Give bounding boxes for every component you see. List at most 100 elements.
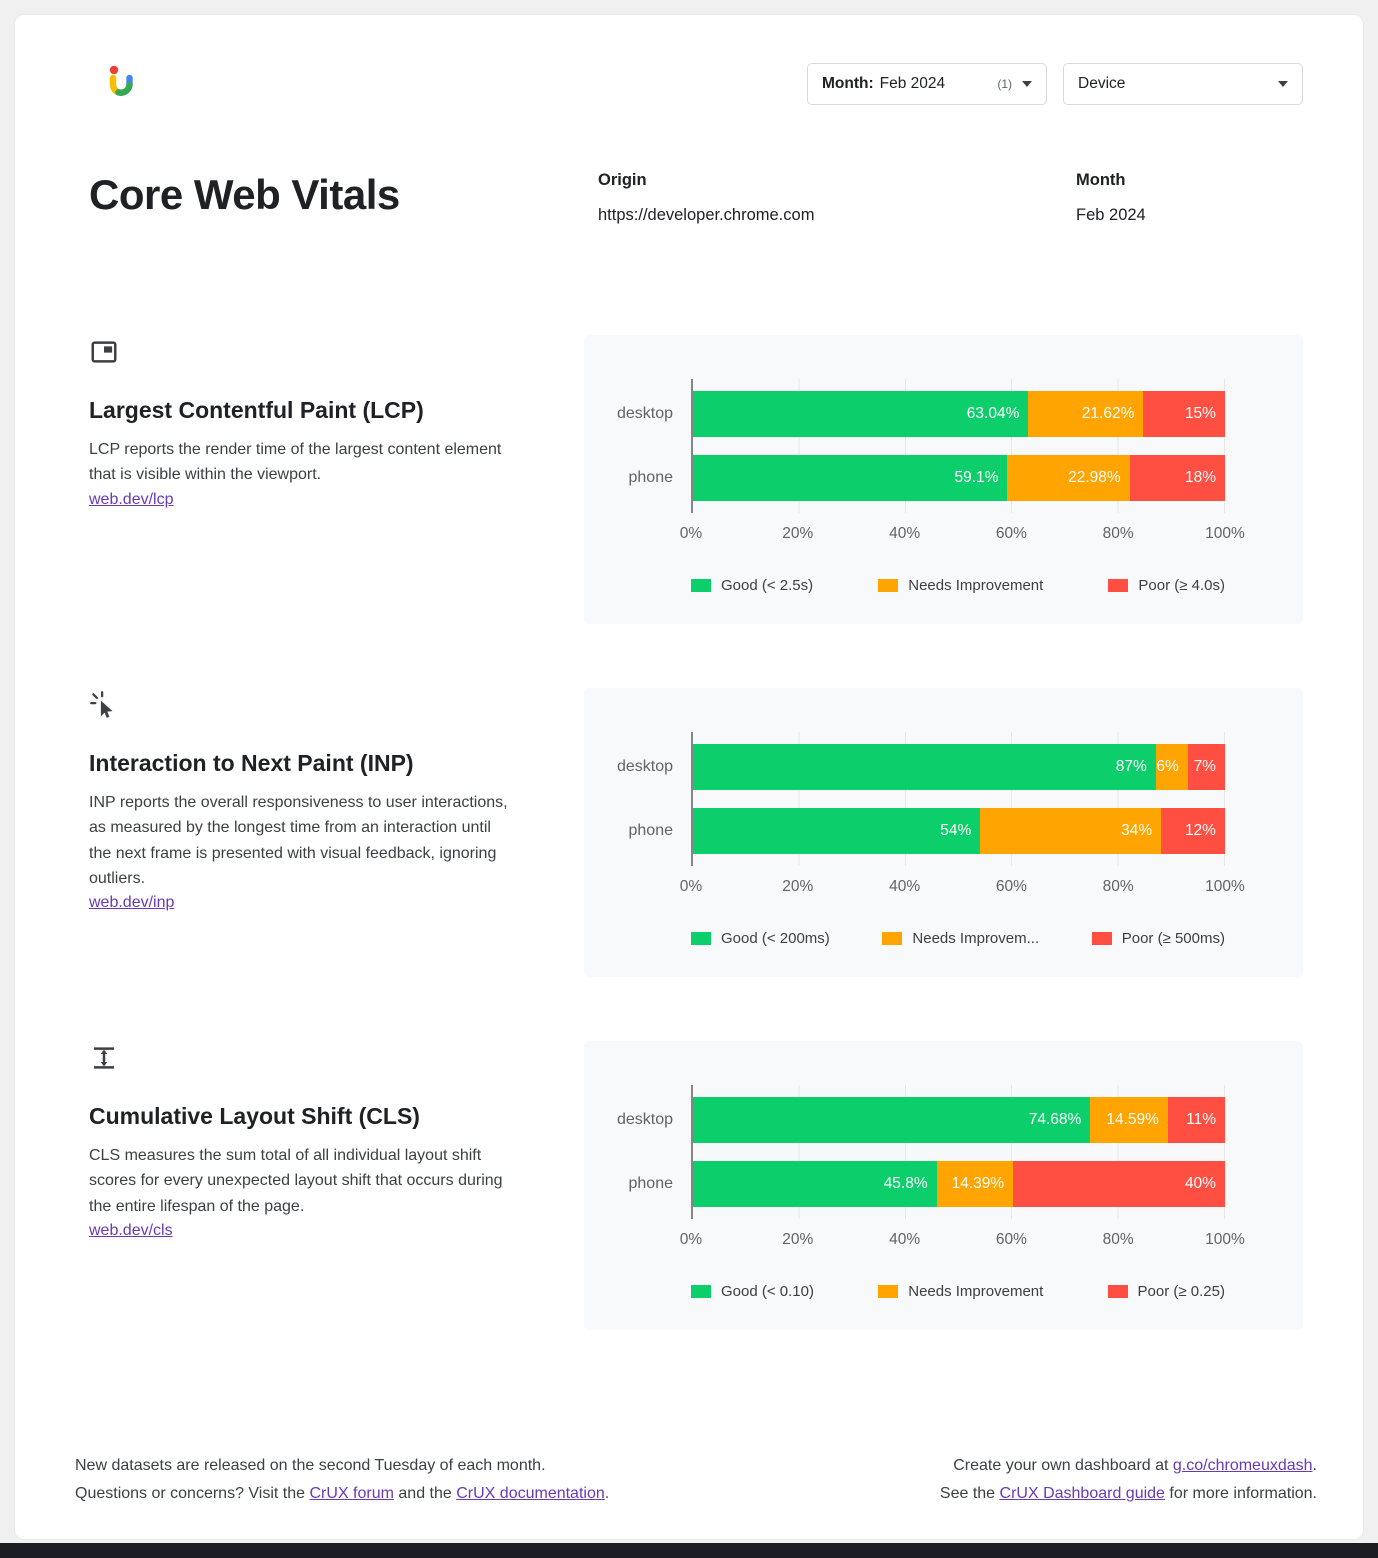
legend-item: Poor (≥ 500ms) [1091,930,1225,947]
chevron-down-icon [1278,81,1288,87]
inp-link[interactable]: web.dev/inp [89,894,175,912]
bar-segment: 6% [1155,744,1188,790]
metric-description: CLS measures the sum total of all indivi… [89,1147,503,1215]
crux-documentation-link[interactable]: CrUX documentation [456,1485,605,1502]
y-axis-label-phone: phone [628,469,674,486]
crux-logo-icon [103,63,139,99]
bar-segment: 21.62% [1028,391,1144,437]
x-axis-tick: 20% [782,878,814,895]
bar-row-desktop: 87% 6% 7% [693,744,1225,790]
inp-icon [89,690,119,720]
legend-swatch [691,1285,711,1298]
inp-info: Interaction to Next Paint (INP) INP repo… [89,688,509,977]
month-filter-dropdown[interactable]: Month: Feb 2024 (1) [807,63,1047,105]
bar-value-label: 54% [940,822,972,839]
cls-icon [89,1043,119,1073]
x-axis-tick: 60% [995,1231,1027,1248]
lcp-link[interactable]: web.dev/lcp [89,490,174,508]
legend-swatch [1091,932,1112,945]
legend-item: Needs Improvem... [882,930,1039,947]
legend-label: Needs Improvement [908,577,1044,594]
month-filter-count: (1) [997,77,1012,91]
x-axis-tick: 60% [995,525,1027,542]
cls-chart: desktop phone 74.68% 14.59% 11% 45.8% 14.39% 4… [584,1041,1303,1330]
legend-item: Needs Improvement [878,1283,1043,1300]
month-filter-label: Month: [822,75,874,92]
bar-value-label: 45.8% [883,1175,928,1192]
section-inp: Interaction to Next Paint (INP) INP repo… [89,688,1303,977]
x-axis-tick: 100% [1205,525,1245,542]
crux-forum-link[interactable]: CrUX forum [309,1485,394,1502]
x-axis-tick: 100% [1205,878,1245,895]
x-axis-tick: 80% [1102,878,1134,895]
bar-value-label: 7% [1193,758,1216,775]
x-axis: 0% 20% 40% 60% 80% 100% [680,878,1245,900]
y-axis: desktop phone [608,732,691,866]
bar-segment: 15% [1143,391,1225,437]
device-filter-label: Device [1078,75,1126,92]
x-axis-tick: 40% [889,1231,921,1248]
legend-item: Good (< 0.10) [691,1283,814,1300]
legend-swatch [691,579,711,592]
bar-segment: 34% [980,808,1162,854]
y-axis-label-phone: phone [628,822,674,839]
x-axis-tick: 80% [1102,525,1134,542]
bar-value-label: 87% [1115,758,1147,775]
bar-row-desktop: 63.04% 21.62% 15% [693,391,1225,437]
x-axis-tick: 40% [889,525,921,542]
legend-label: Needs Improvement [908,1283,1044,1300]
bar-segment: 14.39% [936,1161,1014,1207]
legend-swatch [1108,579,1129,592]
footer-questions-line: Questions or concerns? Visit the CrUX fo… [75,1480,609,1508]
metric-heading: Cumulative Layout Shift (CLS) [89,1103,420,1129]
x-axis-tick: 20% [782,525,814,542]
footer-text: Create your own dashboard at [953,1457,1173,1474]
y-axis-label-desktop: desktop [616,758,673,775]
bar-value-label: 40% [1184,1175,1216,1192]
x-axis-tick: 60% [995,878,1027,895]
plot-area: 63.04% 21.62% 15% 59.1% 22.98% 18% [691,379,1225,513]
legend-item: Poor (≥ 4.0s) [1108,577,1225,594]
bar-value-label: 14.59% [1106,1111,1159,1128]
bar-segment: 54% [693,808,981,854]
footer-right: Create your own dashboard at g.co/chrome… [940,1452,1317,1508]
section-lcp: Largest Contentful Paint (LCP) LCP repor… [89,335,1303,624]
bar-segment: 18% [1129,455,1225,501]
legend-label: Poor (≥ 500ms) [1121,930,1225,947]
legend-label: Good (< 2.5s) [721,577,814,594]
title-row: Core Web Vitals Origin https://developer… [89,171,1303,225]
bar-value-label: 15% [1184,405,1216,422]
footer-text: . [604,1485,610,1502]
cls-info: Cumulative Layout Shift (CLS) CLS measur… [89,1041,509,1330]
inp-chart: desktop phone 87% 6% 7% 54% 34% 12% 0% 20% 40% 60… [584,688,1303,977]
legend-swatch [882,932,903,945]
cls-link[interactable]: web.dev/cls [89,1221,173,1239]
x-axis: 0% 20% 40% 60% 80% 100% [680,525,1245,547]
bar-segment: 11% [1167,1097,1225,1143]
device-filter-dropdown[interactable]: Device [1063,63,1303,105]
dashboard-guide-link[interactable]: CrUX Dashboard guide [999,1485,1165,1502]
lcp-info: Largest Contentful Paint (LCP) LCP repor… [89,335,509,624]
chart-legend: Good (< 0.10) Needs Improvement Poor (≥ 0.… [691,1283,1225,1300]
bar-value-label: 12% [1184,822,1216,839]
bar-segment: 22.98% [1007,455,1130,501]
bar-segment: 7% [1187,744,1225,790]
footer-guide-line: See the CrUX Dashboard guide for more in… [940,1480,1317,1508]
legend-item: Needs Improvement [878,577,1043,594]
bar-segment: 14.59% [1090,1097,1168,1143]
footer-text: See the [939,1485,1000,1502]
legend-label: Good (< 200ms) [721,930,830,947]
x-axis-tick: 0% [679,1231,703,1248]
bottom-bar [0,1543,1378,1558]
x-axis-tick: 0% [679,525,703,542]
chevron-down-icon [1022,81,1032,87]
bar-value-label: 34% [1121,822,1153,839]
legend-swatch [691,932,711,945]
chromeuxdash-link[interactable]: g.co/chromeuxdash [1172,1457,1313,1474]
legend-item: Poor (≥ 0.25) [1107,1283,1225,1300]
legend-label: Needs Improvem... [912,930,1040,947]
footer-text: and the [393,1485,457,1502]
topbar: Month: Feb 2024 (1) Device [89,63,1303,105]
footer-text: Questions or concerns? Visit the [75,1485,310,1502]
origin-value: https://developer.chrome.com [598,206,815,224]
